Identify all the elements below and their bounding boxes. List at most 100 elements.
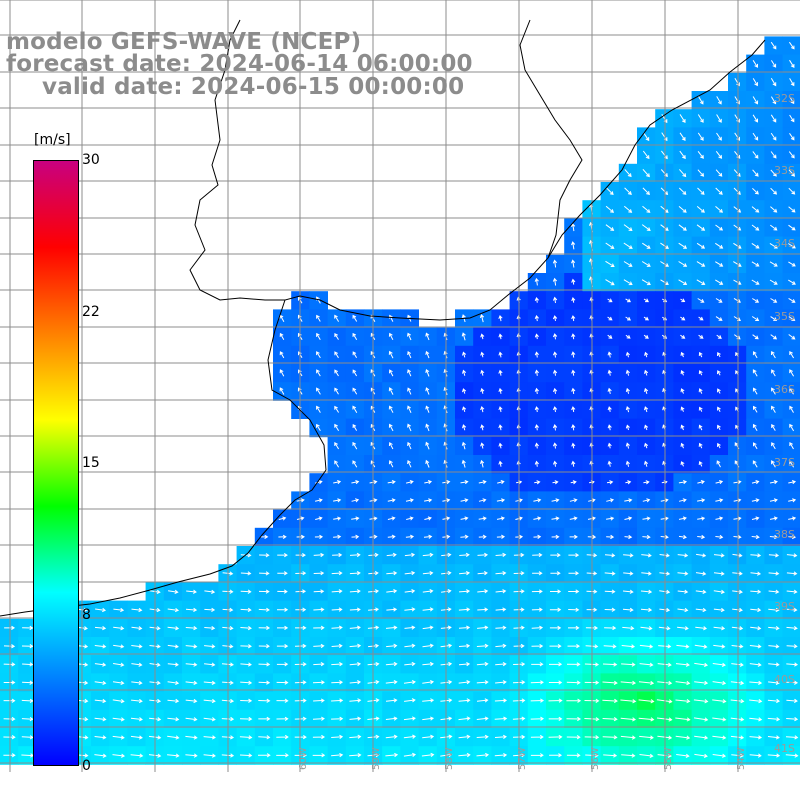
wind-arrow <box>422 716 435 721</box>
wind-arrow <box>607 369 612 376</box>
wind-arrow <box>349 661 362 667</box>
wind-arrow <box>167 608 180 613</box>
wind-arrow <box>788 261 796 267</box>
wind-arrow <box>404 570 416 576</box>
wind-arrow <box>551 516 560 521</box>
wind-arrow <box>167 717 180 722</box>
wind-arrow <box>312 753 326 758</box>
wind-arrow <box>751 242 760 249</box>
wind-arrow <box>680 298 686 303</box>
wind-arrow <box>331 607 343 612</box>
wind-arrow <box>749 644 762 649</box>
wind-arrow <box>425 387 430 395</box>
wind-arrow <box>715 261 724 267</box>
wind-arrow <box>349 571 361 576</box>
wind-arrow <box>352 351 358 359</box>
wind-arrow <box>458 661 471 667</box>
wind-arrow <box>768 662 780 667</box>
wind-arrow <box>313 571 325 576</box>
wind-arrow <box>620 699 637 704</box>
wind-arrow <box>240 607 252 612</box>
wind-arrow <box>407 441 412 450</box>
wind-arrow <box>771 387 776 395</box>
wind-arrow <box>407 369 412 377</box>
wind-arrow <box>715 242 724 249</box>
wind-arrow <box>675 680 691 686</box>
wind-arrow <box>733 279 742 285</box>
wind-arrow <box>480 424 485 431</box>
wind-arrow <box>679 132 686 141</box>
wind-arrow <box>607 406 612 413</box>
wind-arrow <box>785 735 799 740</box>
wind-arrow <box>602 716 618 722</box>
wind-arrow <box>277 589 288 594</box>
wind-arrow <box>480 405 485 413</box>
wind-arrow <box>331 643 343 648</box>
wind-arrow <box>769 480 778 485</box>
wind-arrow <box>313 625 325 631</box>
wind-arrow <box>767 735 780 740</box>
wind-arrow <box>423 534 433 539</box>
wind-arrow <box>405 534 415 539</box>
wind-arrow <box>694 753 708 758</box>
wind-arrow <box>352 405 358 413</box>
wind-arrow <box>768 607 780 613</box>
wind-arrow <box>642 168 650 178</box>
wind-arrow <box>548 662 563 667</box>
wind-arrow <box>767 717 781 722</box>
wind-arrow <box>678 187 687 195</box>
wind-arrow <box>185 680 198 685</box>
wind-arrow <box>677 589 689 594</box>
wind-arrow <box>351 516 360 521</box>
wind-arrow <box>749 680 763 685</box>
longitude-label: 60W <box>298 747 309 770</box>
wind-arrow <box>640 589 653 594</box>
wind-arrow <box>732 571 743 576</box>
wind-arrow <box>334 351 339 359</box>
wind-arrow <box>258 589 270 594</box>
wind-arrow <box>494 752 508 758</box>
wind-arrow <box>385 698 398 703</box>
wind-arrow <box>625 424 630 431</box>
wind-arrow <box>387 498 396 503</box>
wind-arrow <box>425 350 430 359</box>
wind-arrow <box>770 132 777 141</box>
wind-arrow <box>316 314 321 322</box>
wind-arrow <box>530 734 544 740</box>
wind-arrow <box>604 625 617 631</box>
wind-arrow <box>480 387 485 394</box>
wind-arrow <box>315 480 323 485</box>
wind-arrow <box>113 644 125 649</box>
wind-arrow <box>316 369 321 377</box>
wind-arrow <box>185 698 198 704</box>
wind-arrow <box>552 442 558 449</box>
wind-arrow <box>694 662 709 667</box>
wind-arrow <box>533 534 542 540</box>
wind-arrow <box>495 607 507 612</box>
wind-arrow <box>552 424 558 431</box>
wind-arrow <box>422 643 434 648</box>
wind-arrow <box>498 369 503 376</box>
wind-arrow <box>698 334 704 339</box>
wind-arrow <box>788 334 796 340</box>
wind-arrow <box>494 716 508 721</box>
wind-arrow <box>333 498 342 503</box>
wind-arrow <box>480 442 485 449</box>
wind-arrow <box>204 625 216 631</box>
wind-arrow <box>696 206 705 213</box>
wind-arrow <box>534 333 539 340</box>
wind-arrow <box>239 753 253 758</box>
wind-arrow <box>530 753 544 758</box>
wind-arrow <box>733 242 742 249</box>
wind-arrow <box>571 241 576 250</box>
wind-arrow <box>314 498 323 503</box>
wind-arrow <box>606 498 615 503</box>
wind-arrow <box>657 662 672 667</box>
wind-arrow <box>203 753 216 758</box>
wind-arrow <box>698 370 703 376</box>
wind-arrow <box>240 680 253 685</box>
wind-arrow <box>495 625 507 630</box>
wind-arrow <box>680 388 685 394</box>
wind-arrow <box>313 607 325 612</box>
wind-arrow <box>621 644 636 649</box>
